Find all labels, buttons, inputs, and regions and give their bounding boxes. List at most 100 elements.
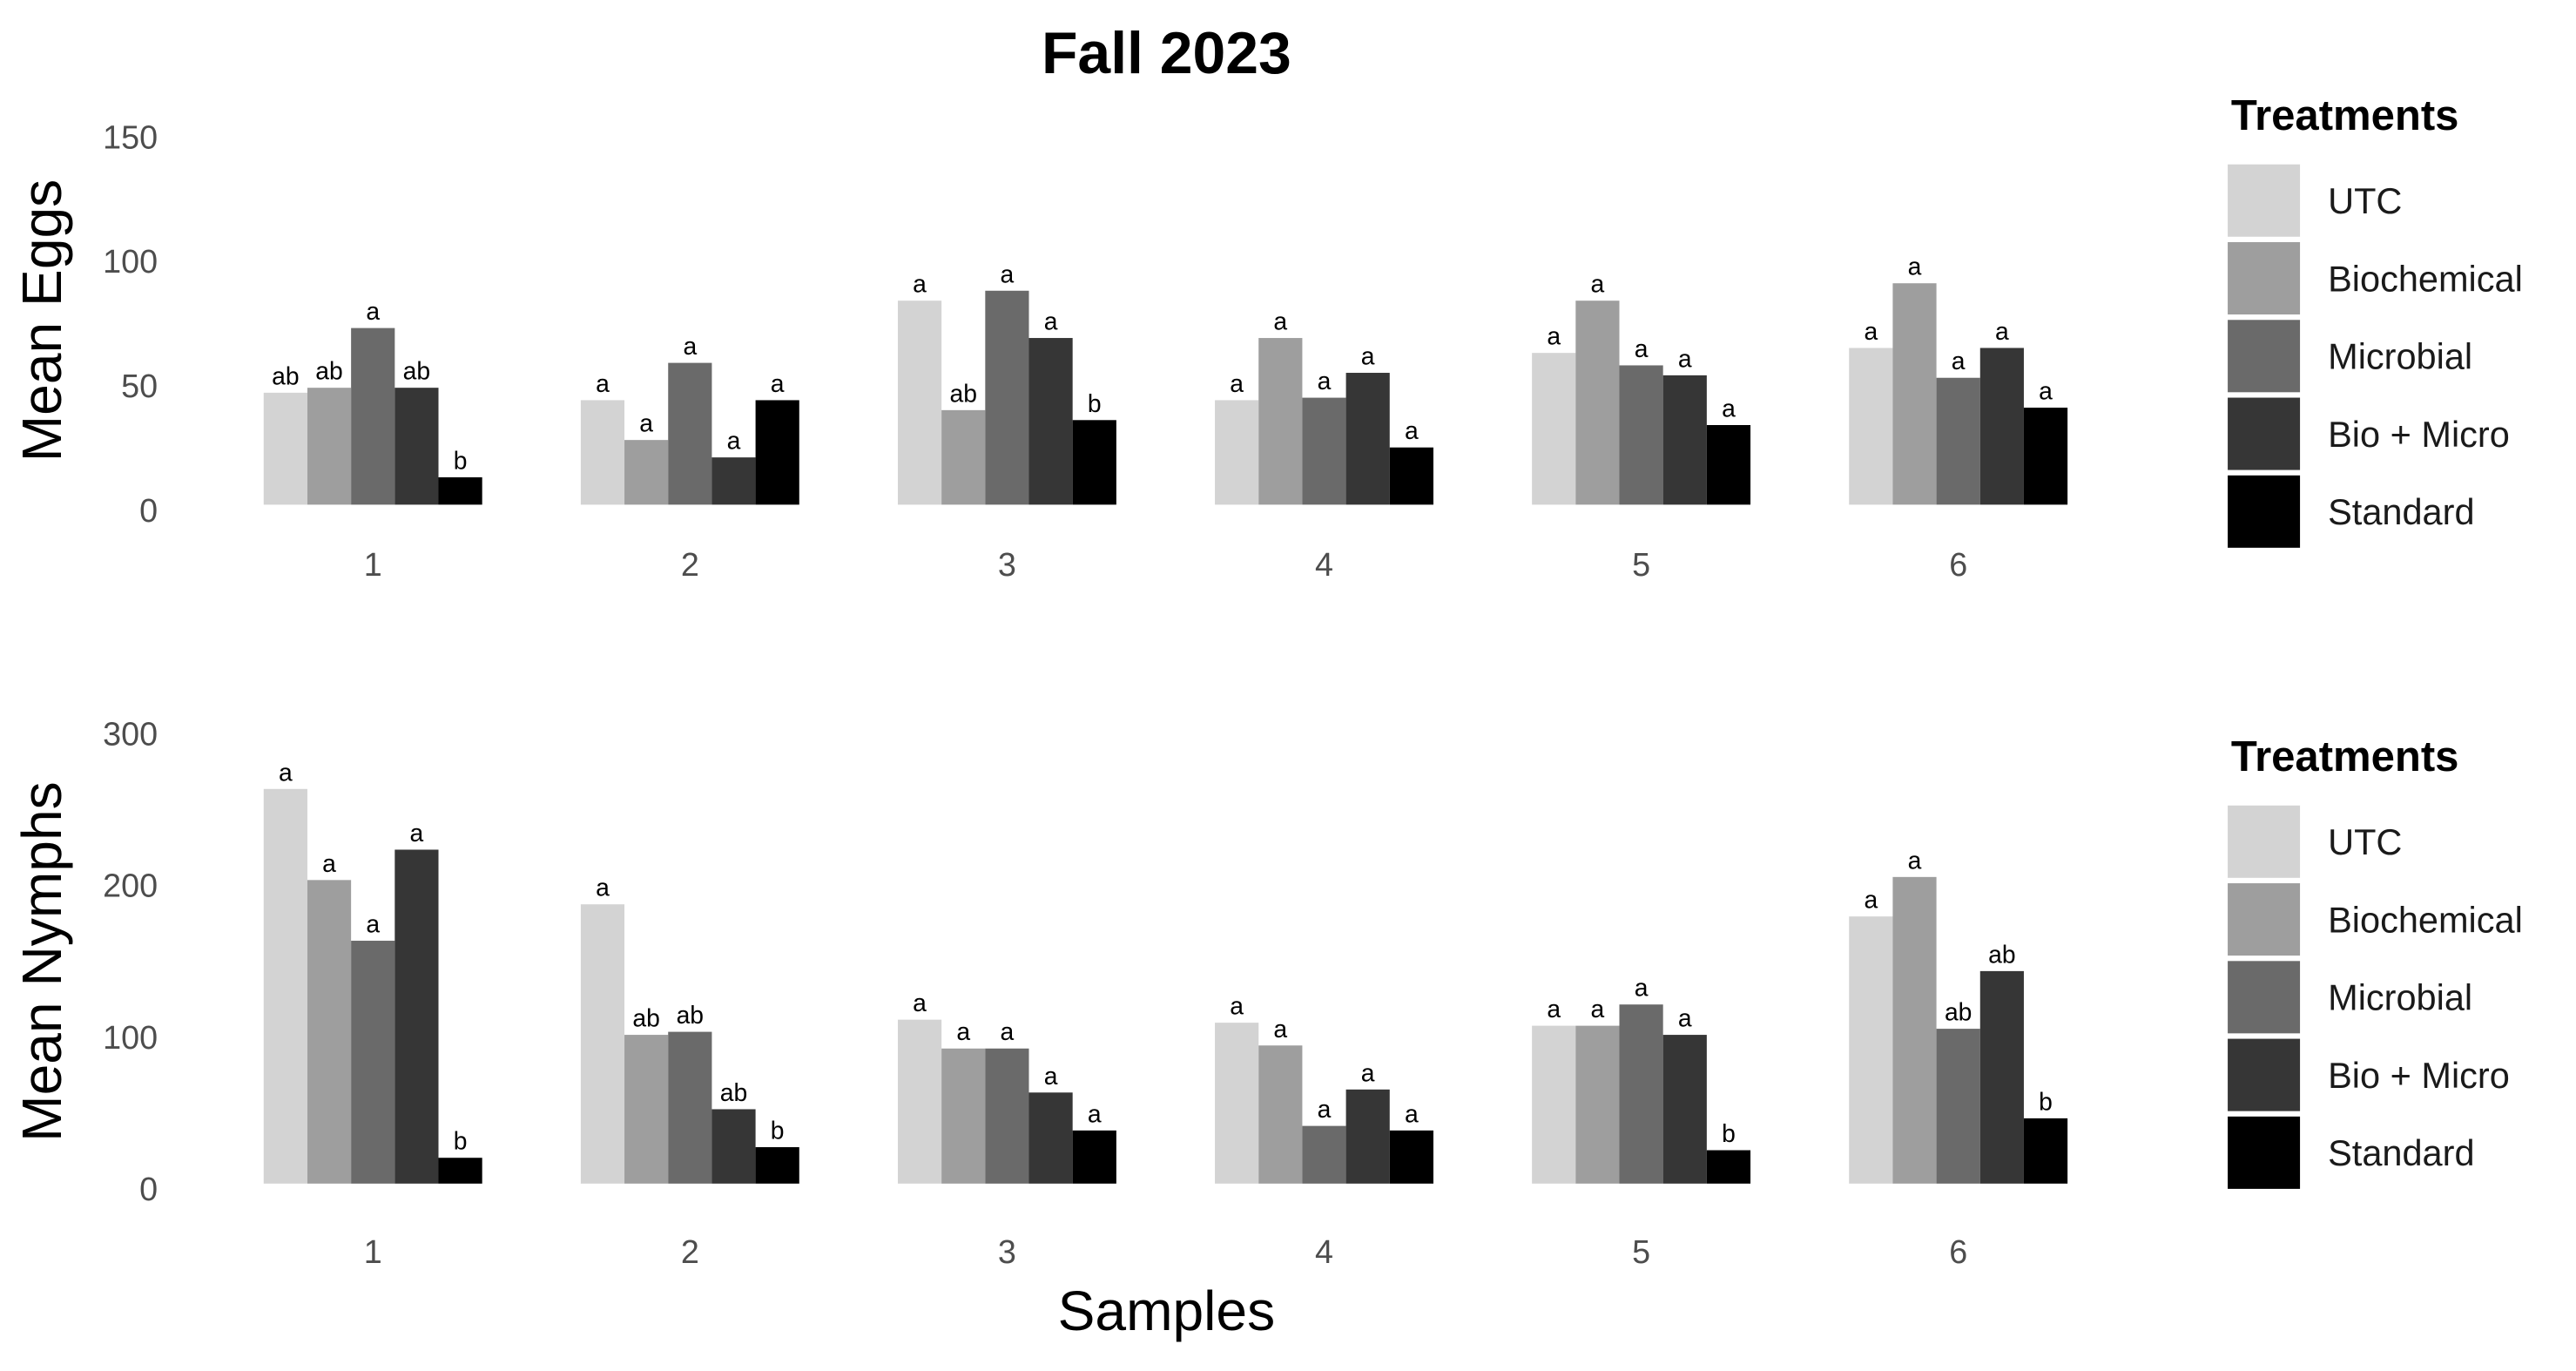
value-label: a: [1635, 974, 1649, 1002]
value-label: ab: [315, 357, 342, 385]
bar: [1302, 1125, 1346, 1184]
value-label: b: [454, 1127, 468, 1155]
bar: [1979, 348, 2024, 505]
bar: [1575, 1025, 1620, 1184]
value-label: ab: [403, 357, 430, 385]
legend-swatch: [2228, 1116, 2301, 1189]
value-label: a: [1273, 307, 1287, 335]
legend-label: Microbial: [2328, 977, 2472, 1018]
y-axis-label: Mean Nymphs: [10, 781, 73, 1142]
value-label: a: [771, 369, 785, 397]
y-tick-label: 300: [103, 715, 158, 752]
bar: [1072, 1130, 1116, 1184]
bar: [624, 1035, 669, 1184]
chart-title: Fall 2023: [1042, 21, 1291, 86]
x-tick-label: 6: [1949, 1233, 1967, 1270]
bar: [1979, 970, 2024, 1184]
value-label: a: [596, 369, 610, 397]
legend-label: UTC: [2328, 180, 2402, 221]
value-label: ab: [677, 1001, 704, 1029]
value-label: a: [1864, 317, 1878, 345]
y-axis-label: Mean Eggs: [10, 179, 73, 463]
legend-swatch: [2228, 397, 2301, 470]
bar: [897, 1019, 942, 1184]
bar: [263, 788, 307, 1184]
bar: [1028, 338, 1073, 505]
value-label: a: [366, 910, 380, 938]
value-label: ab: [1945, 998, 1972, 1026]
bar: [1028, 1092, 1073, 1184]
bar: [394, 388, 439, 505]
bar: [1389, 1130, 1433, 1184]
x-axis-label: Samples: [1058, 1280, 1276, 1342]
value-label: a: [1044, 307, 1058, 335]
value-label: a: [956, 1017, 970, 1045]
y-tick-label: 0: [139, 492, 158, 529]
value-label: a: [1678, 1004, 1692, 1032]
legend-swatch: [2228, 241, 2301, 315]
value-label: a: [1635, 334, 1649, 362]
x-tick-label: 4: [1315, 1233, 1333, 1270]
bar: [711, 457, 756, 505]
bar: [1345, 373, 1390, 505]
value-label: a: [727, 427, 741, 455]
y-tick-label: 100: [103, 1019, 158, 1056]
value-label: b: [1088, 389, 1102, 417]
bar: [1849, 916, 1893, 1184]
bar: [263, 392, 307, 505]
bar: [1706, 1150, 1751, 1184]
bar: [1936, 1029, 1980, 1184]
value-label: a: [913, 270, 927, 298]
bar: [394, 849, 439, 1184]
value-label: a: [596, 874, 610, 902]
bar: [1575, 301, 1620, 505]
bar: [1892, 876, 1937, 1184]
bar: [941, 409, 986, 505]
bar: [351, 328, 395, 505]
legend-label: Standard: [2328, 491, 2474, 532]
value-label: b: [771, 1117, 785, 1145]
bar: [897, 301, 942, 505]
legend-swatch: [2228, 1038, 2301, 1111]
x-tick-label: 6: [1949, 546, 1967, 583]
legend-label: Bio + Micro: [2328, 1055, 2510, 1096]
legend-label: Microbial: [2328, 336, 2472, 377]
bar: [711, 1109, 756, 1184]
bar: [985, 290, 1029, 505]
value-label: a: [1361, 1058, 1375, 1086]
value-label: a: [1230, 992, 1244, 1020]
legend-label: Standard: [2328, 1132, 2474, 1173]
value-label: a: [1591, 995, 1605, 1023]
value-label: a: [1722, 394, 1736, 422]
value-label: a: [322, 849, 336, 877]
value-label: a: [1001, 260, 1015, 287]
legend-title: Treatments: [2231, 92, 2459, 139]
y-tick-label: 200: [103, 868, 158, 904]
bar: [941, 1048, 986, 1184]
value-label: a: [1908, 253, 1922, 280]
legend-swatch: [2228, 475, 2301, 548]
bar: [2023, 408, 2068, 505]
y-tick-label: 100: [103, 243, 158, 280]
x-tick-label: 4: [1315, 546, 1333, 583]
value-label: ab: [720, 1078, 747, 1106]
value-label: a: [1318, 1095, 1332, 1123]
bar: [580, 904, 625, 1184]
legend-title: Treatments: [2231, 733, 2459, 780]
bar: [307, 388, 352, 505]
bar: [1936, 377, 1980, 505]
value-label: a: [1318, 367, 1332, 395]
bar: [1215, 1023, 1259, 1184]
legend-swatch: [2228, 883, 2301, 956]
legend-label: Biochemical: [2328, 258, 2523, 299]
value-label: a: [1952, 347, 1966, 375]
bar: [1258, 338, 1303, 505]
legend-swatch: [2228, 961, 2301, 1034]
bar: [624, 440, 669, 505]
legend-label: Biochemical: [2328, 899, 2523, 940]
value-label: a: [1088, 1099, 1102, 1127]
bar: [755, 1147, 799, 1184]
x-tick-label: 3: [998, 546, 1016, 583]
